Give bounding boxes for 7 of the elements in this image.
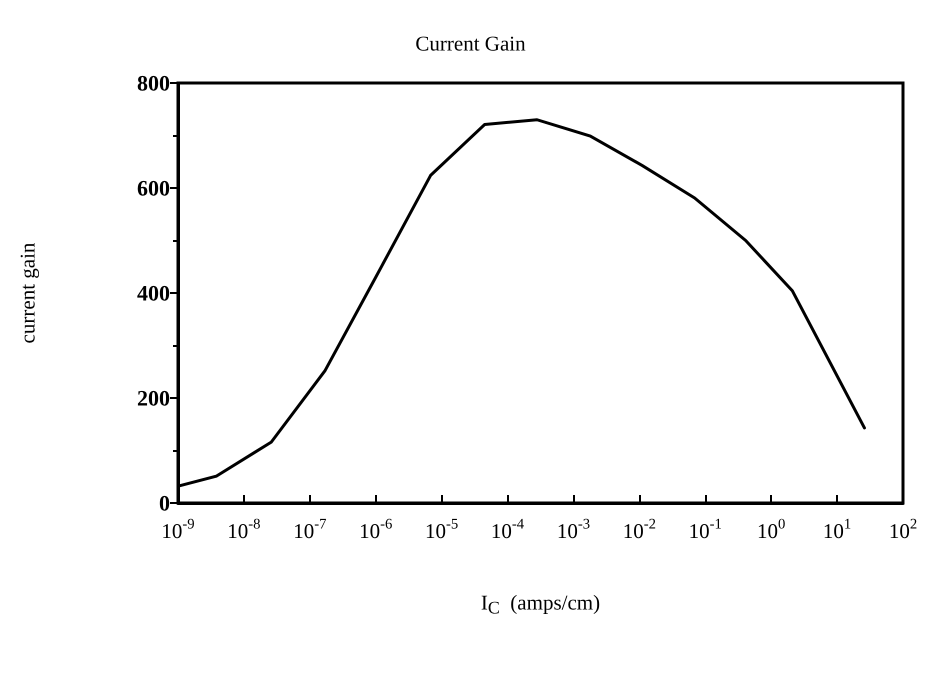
y-tick-label: 600 xyxy=(137,176,170,200)
chart-title: Current Gain xyxy=(415,32,526,56)
y-tick-label: 400 xyxy=(137,280,170,306)
y-tick-label: 0 xyxy=(159,490,170,516)
y-tick-label: 800 xyxy=(137,70,170,96)
y-tick-label: 200 xyxy=(137,386,170,410)
y-axis-title: current gain xyxy=(16,242,40,344)
